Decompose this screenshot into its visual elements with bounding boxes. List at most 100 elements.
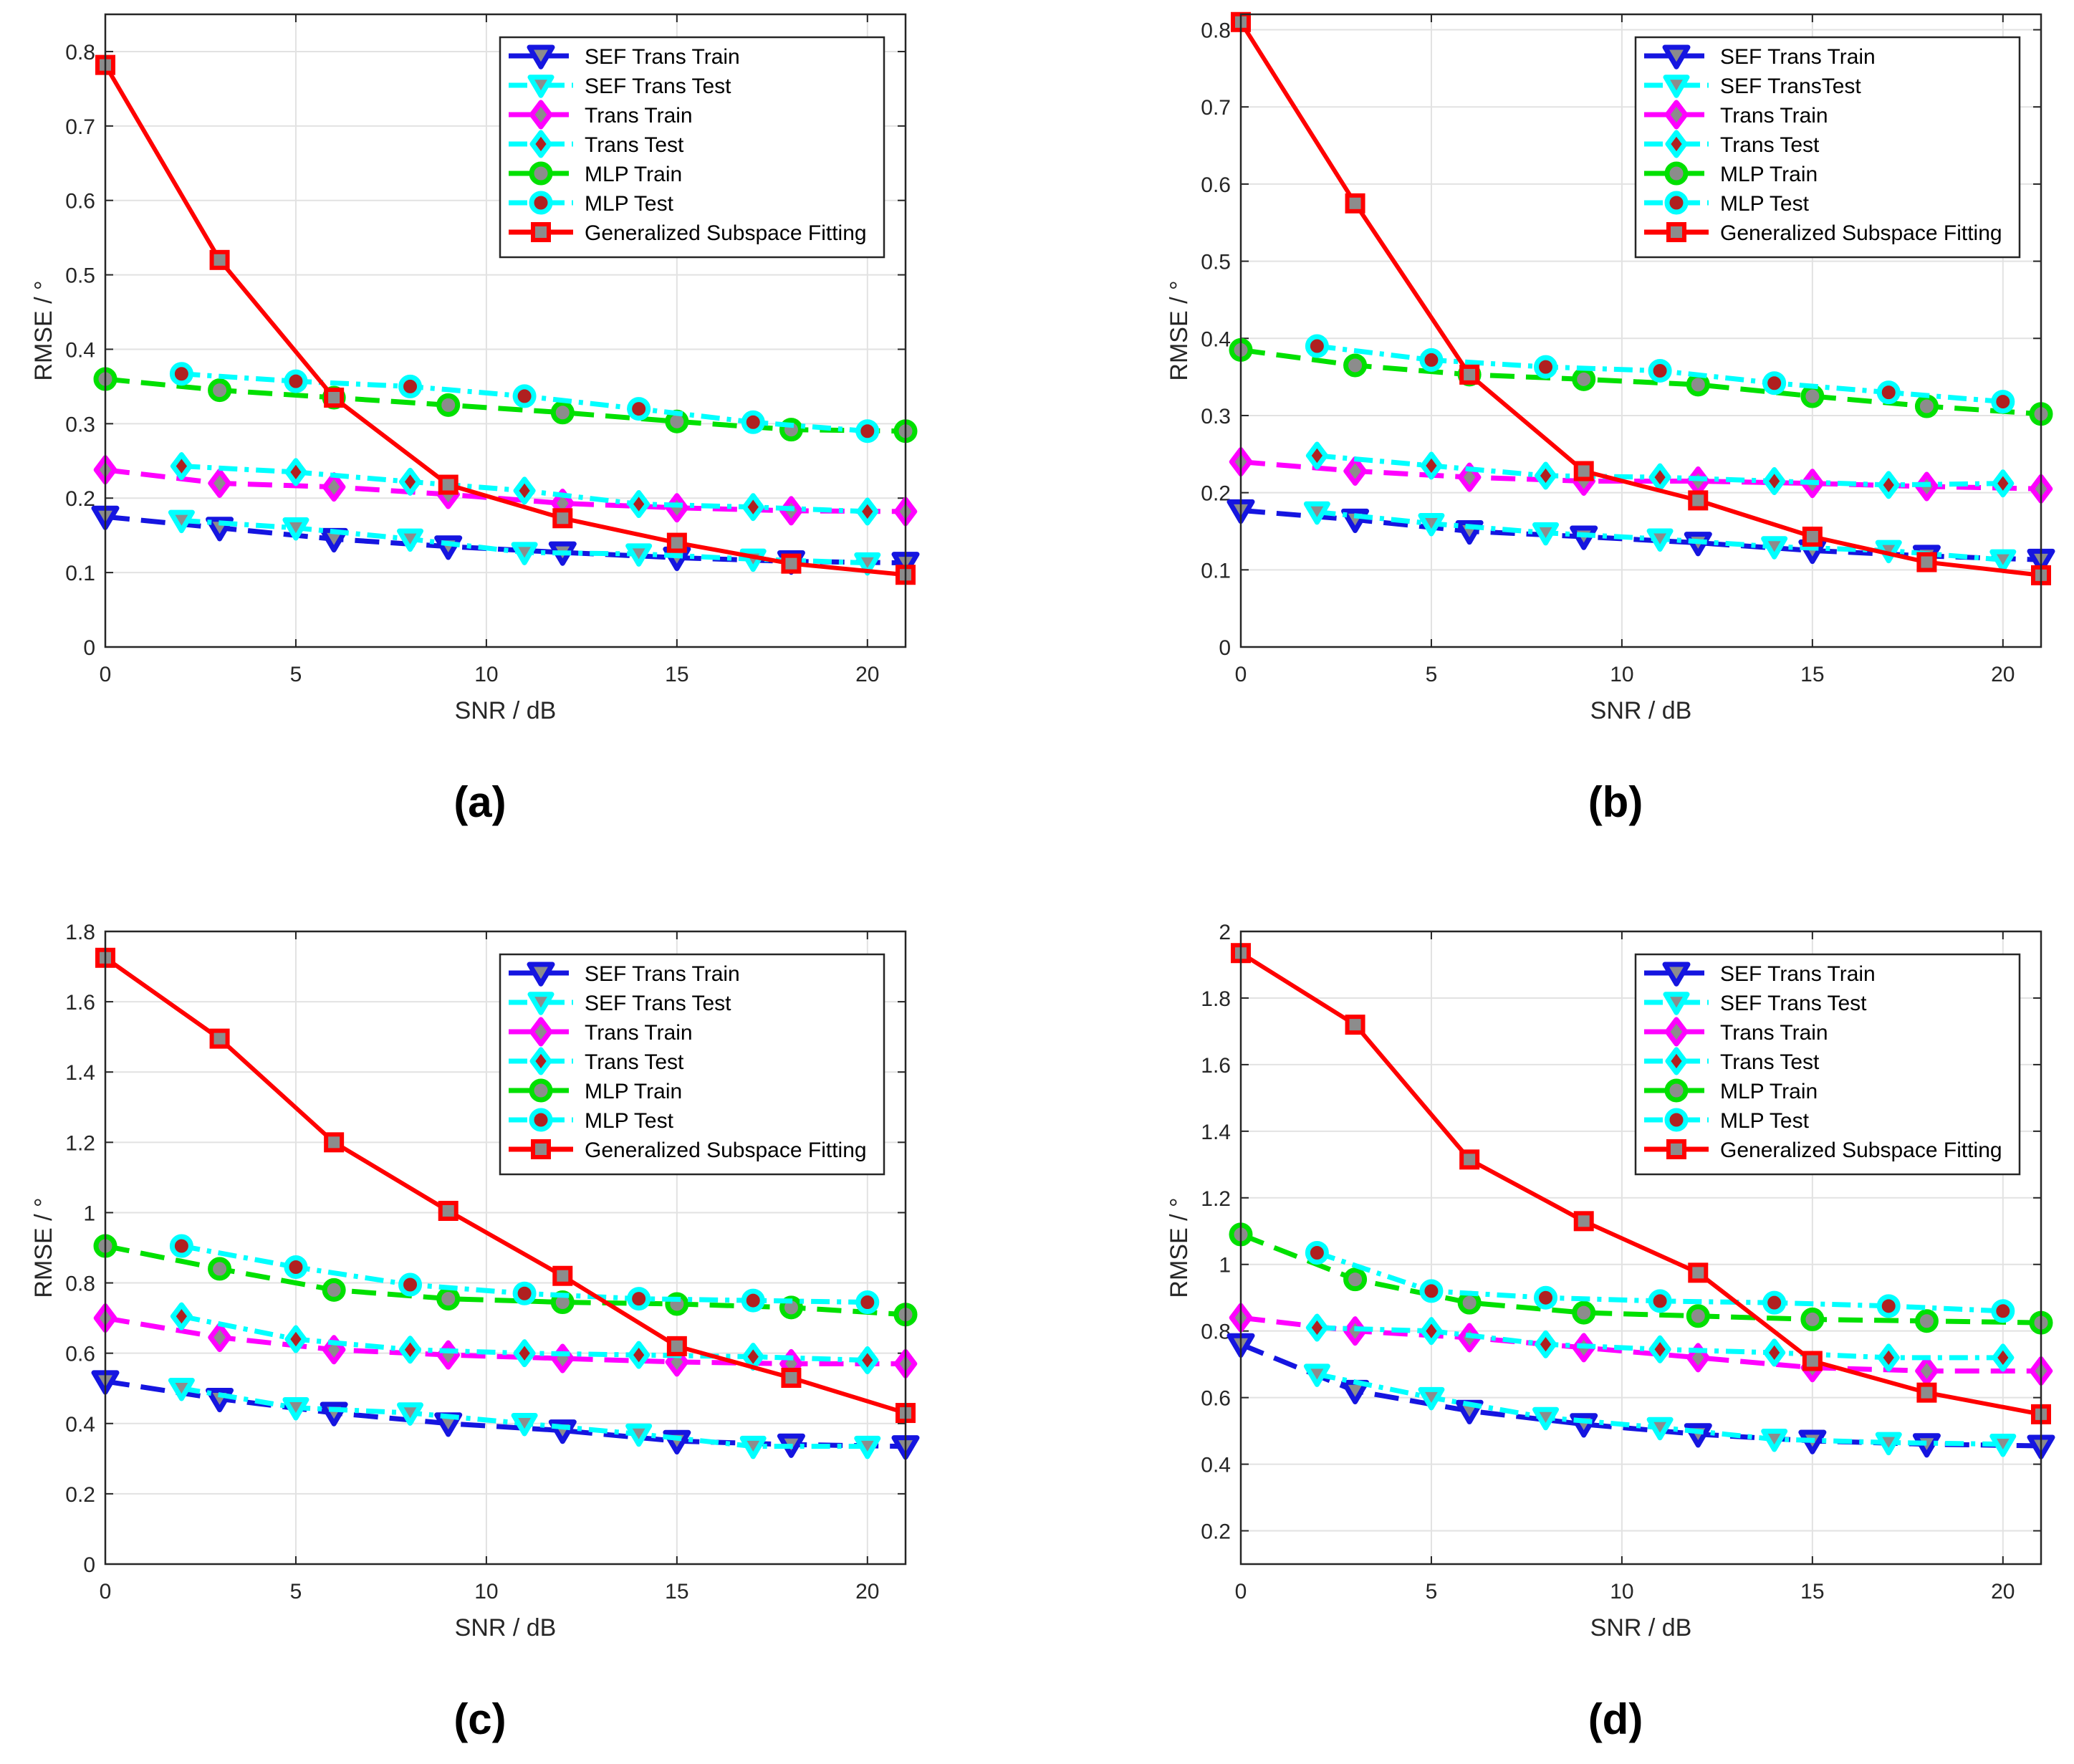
axis-ticks: 0 5 10 15 20 0.2 0.4 0.6 0.8 1 1.2 1.4 1.6 1.8 2 xyxy=(1201,921,2041,1604)
data-point-sef-trans-test xyxy=(1989,549,2017,573)
data-point-trans-test xyxy=(284,1325,307,1353)
y-axis-label: RMSE / ° xyxy=(1166,280,1193,380)
series-trans-test xyxy=(1305,441,2015,499)
series-line-mlp-train xyxy=(105,376,906,434)
y-tick-label: 0.8 xyxy=(65,41,95,64)
series-line-generalized-subspace-fitting xyxy=(103,64,906,577)
legend-marker-sef-trans-test xyxy=(1663,992,1690,1015)
series-sef-trans-test xyxy=(168,509,881,576)
data-point-mlp-test xyxy=(855,419,880,444)
x-tick-label: 15 xyxy=(665,663,688,686)
data-point-mlp-train xyxy=(208,378,232,403)
panel-d: 0 5 10 15 20 0.2 0.4 0.6 0.8 1 1.2 1.4 1.6 1.8 2 SNR / … xyxy=(1166,921,2055,1743)
legend-label-sef-trans-train: SEF Trans Train xyxy=(1720,962,1876,986)
legend-marker-generalized-subspace-fitting xyxy=(1666,1139,1686,1159)
x-tick-label: 0 xyxy=(1235,1580,1247,1604)
series-mlp-test xyxy=(1305,334,2015,414)
axis-ticks: 0 5 10 15 20 0 0.1 0.2 0.3 0.4 0.5 0.6 0.7 0.8 xyxy=(65,14,906,686)
data-point-generalized-subspace-fitting xyxy=(1802,1351,1823,1371)
legend-marker-trans-train xyxy=(529,100,553,130)
data-point-generalized-subspace-fitting xyxy=(1688,1262,1709,1283)
legend-box xyxy=(1634,36,2021,259)
x-tick-label: 0 xyxy=(100,663,112,686)
y-tick-label: 1.6 xyxy=(65,991,95,1015)
series-line-generalized-subspace-fitting xyxy=(1239,21,2042,577)
data-point-trans-train xyxy=(1343,456,1367,486)
legend-item-generalized-subspace-fitting: Generalized Subspace Fitting xyxy=(1644,221,2002,245)
series-generalized-subspace-fitting xyxy=(95,947,916,1424)
legend-label-sef-trans-test: SEF Trans Test xyxy=(585,992,731,1015)
data-point-trans-test xyxy=(856,497,879,526)
data-point-trans-test xyxy=(1877,1343,1900,1372)
x-axis-label: SNR / dB xyxy=(455,1614,557,1641)
legend-marker-trans-train xyxy=(1664,1017,1689,1047)
data-point-generalized-subspace-fitting xyxy=(324,1132,345,1153)
legend-label-sef-trans-test: SEF TransTest xyxy=(1720,75,1861,98)
series-layer xyxy=(1226,11,2055,585)
legend-label-trans-test: Trans Test xyxy=(585,1050,684,1074)
data-point-sef-trans-test xyxy=(1303,1363,1330,1387)
data-point-mlp-train xyxy=(1686,1304,1710,1328)
data-point-mlp-train xyxy=(1343,1267,1368,1292)
data-point-mlp-train xyxy=(1572,1300,1596,1325)
x-tick-label: 20 xyxy=(1991,1580,2015,1604)
data-point-generalized-subspace-fitting xyxy=(1916,552,1937,572)
legend-marker-mlp-test xyxy=(529,1108,553,1132)
legend-item-trans-test: Trans Test xyxy=(509,1047,684,1075)
x-tick-label: 0 xyxy=(1235,663,1247,686)
y-tick-label: 0.7 xyxy=(65,115,95,139)
legend-label-trans-test: Trans Test xyxy=(585,133,684,157)
series-line-sef-trans-train xyxy=(105,1379,906,1449)
series-line-trans-train xyxy=(105,467,906,514)
data-point-mlp-train xyxy=(1686,373,1710,397)
data-point-mlp-test xyxy=(169,362,193,386)
legend-label-mlp-test: MLP Test xyxy=(585,1109,674,1133)
data-point-sef-trans-test xyxy=(1646,1417,1674,1441)
data-point-generalized-subspace-fitting xyxy=(1802,527,1823,547)
data-point-sef-trans-test xyxy=(1989,1433,2017,1457)
legend-item-trans-train: Trans Train xyxy=(1644,100,1828,130)
y-tick-label: 0.6 xyxy=(65,190,95,214)
data-point-sef-trans-test xyxy=(1532,522,1560,546)
x-tick-label: 0 xyxy=(100,1580,112,1604)
series-trans-test xyxy=(1305,1313,2015,1372)
legend-item-sef-trans-test: SEF Trans Test xyxy=(1644,992,1867,1015)
y-tick-label: 1 xyxy=(1219,1254,1231,1278)
data-point-sef-trans-test xyxy=(1761,536,1788,560)
data-point-mlp-train xyxy=(1572,367,1596,391)
data-point-trans-test xyxy=(741,493,764,522)
x-tick-label: 20 xyxy=(1991,663,2015,686)
data-point-generalized-subspace-fitting xyxy=(781,1368,802,1389)
legend-marker-mlp-train xyxy=(529,1078,553,1103)
data-point-mlp-test xyxy=(398,1272,423,1297)
legend-item-mlp-test: MLP Test xyxy=(509,1108,674,1133)
legend-box xyxy=(499,953,885,1176)
data-point-sef-trans-test xyxy=(1418,512,1445,537)
data-point-mlp-test xyxy=(855,1290,880,1315)
legend-label-sef-trans-test: SEF Trans Test xyxy=(585,75,731,98)
x-tick-label: 5 xyxy=(1426,1580,1438,1604)
panel-label: (c) xyxy=(453,1695,506,1743)
data-point-trans-test xyxy=(170,1302,193,1331)
series-line-mlp-train xyxy=(1239,1232,2042,1326)
legend-item-sef-trans-test: SEF TransTest xyxy=(1644,75,1861,98)
legend-label-mlp-train: MLP Train xyxy=(585,163,682,186)
axes-box xyxy=(104,13,907,648)
x-tick-label: 5 xyxy=(290,663,302,686)
legend-item-generalized-subspace-fitting: Generalized Subspace Fitting xyxy=(1644,1139,2002,1162)
legend-item-trans-test: Trans Test xyxy=(509,130,684,158)
x-axis-label: SNR / dB xyxy=(455,697,557,724)
data-point-sef-trans-test xyxy=(1646,528,1674,552)
legend-marker-mlp-test xyxy=(1664,191,1689,215)
series-sef-trans-test xyxy=(168,1377,881,1459)
data-point-mlp-test xyxy=(1419,1279,1444,1303)
y-tick-label: 2 xyxy=(1219,921,1231,944)
data-point-generalized-subspace-fitting xyxy=(666,1336,687,1356)
legend-item-mlp-test: MLP Test xyxy=(509,191,674,216)
y-tick-label: 1.4 xyxy=(65,1061,95,1085)
grid xyxy=(1240,931,2041,1564)
legend-label-trans-train: Trans Train xyxy=(1720,1021,1828,1045)
panel-b: 0 5 10 15 20 0 0.1 0.2 0.3 0.4 0.5 0.6 0.7 0.8 SNR / d… xyxy=(1166,11,2055,826)
axes-box xyxy=(1239,13,2042,648)
y-tick-label: 0.4 xyxy=(1201,1454,1231,1477)
